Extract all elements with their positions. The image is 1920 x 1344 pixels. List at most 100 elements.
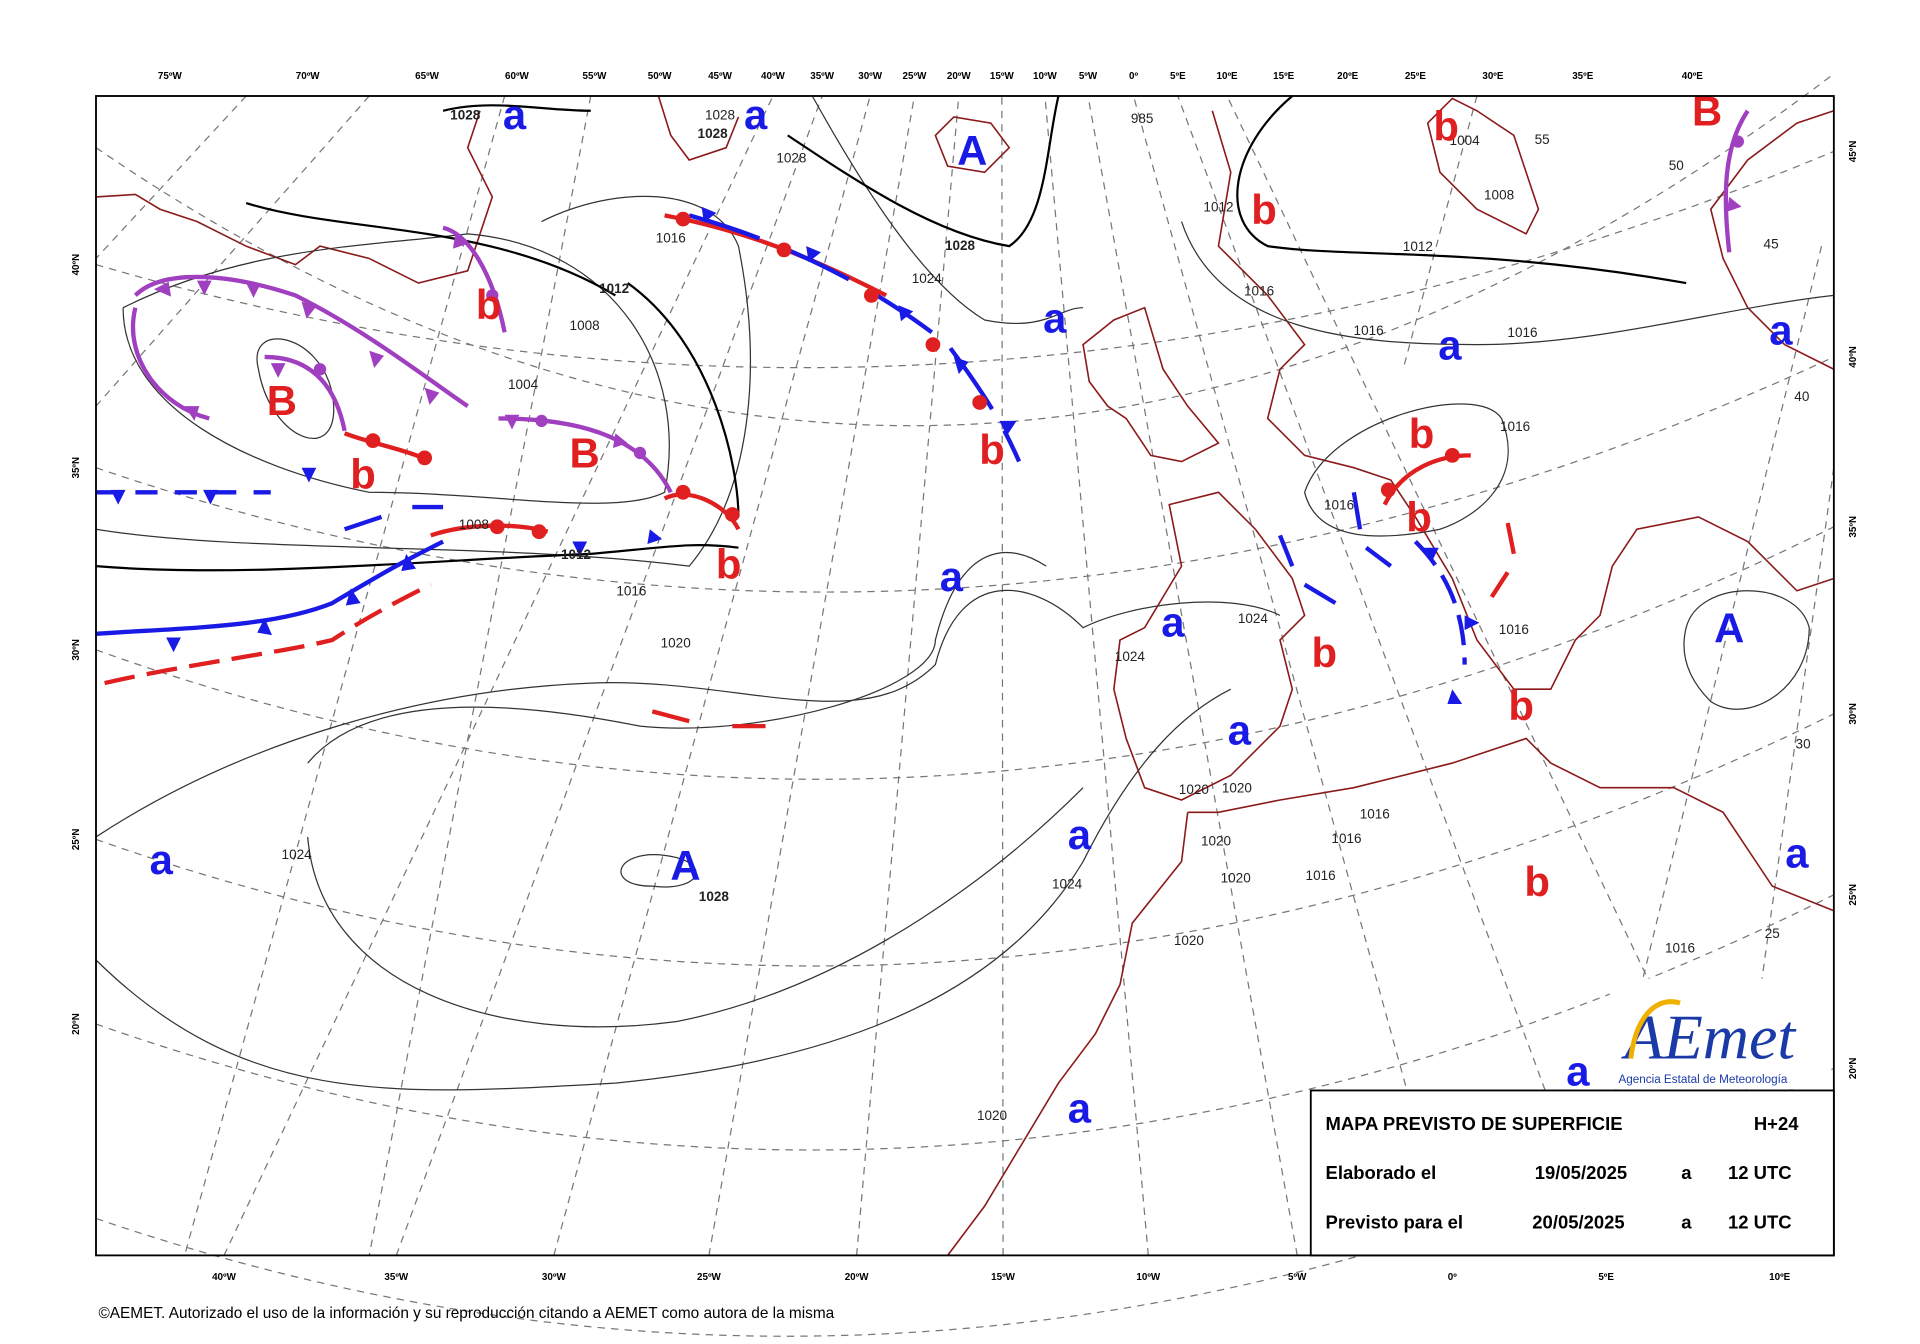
top-lon-label: 15ºW	[990, 71, 1015, 82]
top-lon-label: 25ºE	[1405, 71, 1427, 82]
bottom-lon-label: 20ºW	[845, 1272, 870, 1283]
isobar	[811, 95, 1084, 325]
pressure-center: a	[1068, 811, 1092, 858]
isobar	[122, 233, 670, 504]
pressure-center: A	[957, 127, 987, 174]
isobar-label: 1012	[1403, 239, 1433, 254]
coast-greenland	[657, 95, 740, 161]
info-at: a	[1681, 1162, 1692, 1183]
left-lat-label: 30ºN	[71, 639, 82, 661]
meridian	[1402, 95, 1478, 370]
top-lon-label: 0º	[1129, 71, 1138, 82]
bottom-lon-label: 40ºW	[212, 1272, 237, 1283]
pressure-center: b	[1406, 494, 1432, 541]
isobar-label: 1016	[1507, 325, 1537, 340]
isobar-label: 1024	[1238, 611, 1269, 626]
bottom-lon-label: 25ºW	[697, 1272, 722, 1283]
info-label: Elaborado el	[1326, 1162, 1437, 1183]
meridian	[1177, 95, 1607, 1256]
pressure-center: b	[1409, 410, 1435, 457]
info-box: MAPA PREVISTO DE SUPERFICIE H+24 Elabora…	[1309, 1089, 1835, 1257]
isobar-label: 1016	[616, 584, 646, 599]
isobar-label: 45	[1764, 237, 1779, 252]
info-time: 12 UTC	[1728, 1162, 1792, 1183]
isobar	[95, 688, 1232, 1091]
coast-north-africa	[1187, 737, 1835, 912]
isobar-label: 1016	[1244, 283, 1274, 298]
isobar-label: 1016	[1360, 806, 1390, 821]
info-label: Previsto para el	[1326, 1211, 1463, 1232]
isobar	[1683, 590, 1810, 710]
meridian	[1722, 467, 1835, 1256]
isobar-label: 1016	[1354, 323, 1384, 338]
meridian	[1574, 246, 1823, 1256]
coastlines	[95, 95, 1835, 1256]
pressure-center: a	[1438, 321, 1462, 368]
pressure-center: a	[940, 553, 964, 600]
isobar-label: 1024	[282, 847, 313, 862]
isobar	[620, 854, 697, 888]
pressure-center: a	[1228, 707, 1252, 754]
occluded-front	[442, 225, 507, 333]
bottom-lon-label: 5ºE	[1598, 1272, 1614, 1283]
isobar-label: 1012	[561, 547, 591, 562]
top-lon-label: 30ºE	[1482, 71, 1504, 82]
coast-iberia	[1113, 491, 1306, 801]
isobar-label: 1020	[1221, 870, 1251, 885]
bottom-lon-label: 10ºW	[1136, 1272, 1161, 1283]
top-lon-label: 30ºW	[858, 71, 883, 82]
parallel	[95, 356, 1835, 593]
meridian	[95, 95, 247, 259]
bottom-lon-label: 30ºW	[542, 1272, 567, 1283]
pressure-center: b	[1251, 186, 1277, 233]
parallel	[95, 894, 1835, 1151]
occluded-front	[1723, 109, 1750, 253]
info-lead: H+24	[1754, 1113, 1799, 1134]
top-lon-label: 50ºW	[648, 71, 673, 82]
bottom-lon-label: 5ºW	[1288, 1272, 1307, 1283]
isobar	[307, 551, 1047, 764]
meridian	[1087, 95, 1298, 1256]
isobar-label: 1020	[977, 1108, 1007, 1123]
pressure-center: b	[1508, 682, 1534, 729]
top-lon-label: 25ºW	[903, 71, 928, 82]
right-lat-label: 35ºN	[1848, 516, 1859, 538]
top-lon-label: 55ºW	[583, 71, 608, 82]
meridian	[184, 95, 506, 1256]
pressure-center: a	[744, 91, 768, 138]
top-lon-label: 70ºW	[296, 71, 321, 82]
isobar-label: 1016	[1331, 831, 1361, 846]
bottom-lon-label: 15ºW	[991, 1272, 1016, 1283]
pressure-center: a	[503, 91, 527, 138]
fronts	[95, 109, 1750, 729]
pressure-center: B	[570, 430, 600, 477]
isobar-bold	[787, 95, 1060, 248]
coast-russia	[1709, 110, 1835, 370]
isobar-label: 1008	[570, 318, 600, 333]
bottom-lon-label: 35ºW	[384, 1272, 409, 1283]
occluded-front	[133, 274, 469, 408]
pressure-center: b	[1524, 858, 1550, 905]
isobar-bold	[1236, 95, 1687, 285]
cold-front	[95, 539, 445, 636]
meridian	[1001, 95, 1004, 1256]
pressure-center: A	[670, 842, 700, 889]
isobar-label: 1016	[656, 230, 686, 245]
info-at: a	[1681, 1211, 1692, 1232]
front-fragment	[651, 709, 766, 729]
isobar-label: 30	[1796, 736, 1811, 751]
info-date: 20/05/2025	[1532, 1211, 1624, 1232]
pressure-center: a	[1043, 294, 1067, 341]
labels: 75ºW 70ºW 65ºW 60ºW 55ºW 50ºW 45ºW 40ºW 35ºW 30ºW…	[71, 71, 1859, 1283]
pressure-center: a	[1068, 1084, 1092, 1131]
isobar-label: 1016	[1500, 419, 1530, 434]
pressure-center: b	[1433, 102, 1459, 149]
top-lon-label: 15ºE	[1273, 71, 1295, 82]
top-lon-label: 35ºE	[1572, 71, 1594, 82]
isobar-label: 1028	[698, 126, 729, 141]
isobar-label: 985	[1131, 111, 1154, 126]
trough	[1278, 491, 1393, 605]
isobar-label: 1004	[508, 377, 539, 392]
right-lat-label: 45ºN	[1848, 141, 1859, 163]
isobar	[95, 589, 1281, 838]
